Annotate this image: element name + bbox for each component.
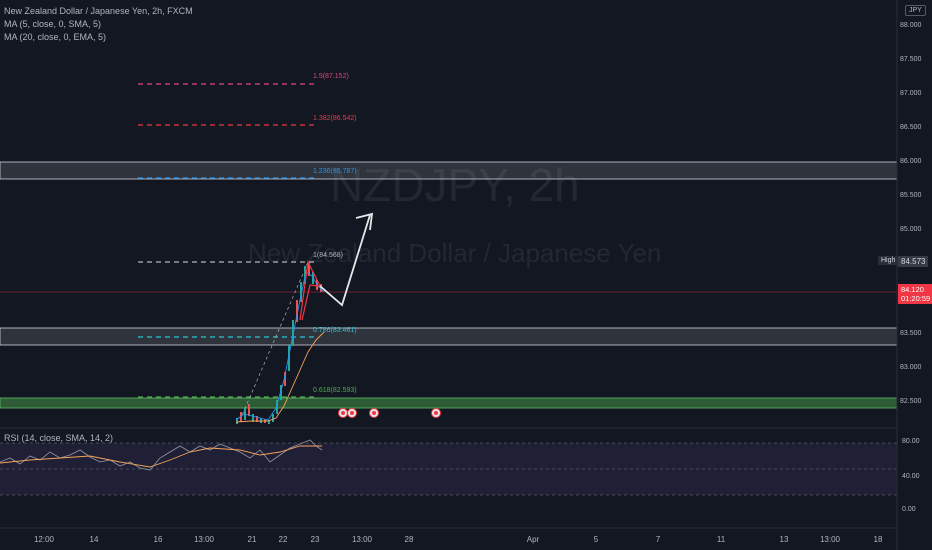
- time-axis-label: 14: [89, 535, 99, 544]
- candle: [284, 372, 286, 386]
- fib-label-1.5: 1.5(87.152): [313, 73, 349, 80]
- time-axis-label: 18: [873, 535, 883, 544]
- fib-label-0.786: 0.786(83.461): [313, 327, 357, 334]
- demand-zone: [0, 397, 898, 409]
- current-price-badge: 84.120 01:20:59: [898, 284, 932, 304]
- time-axis-label: 16: [153, 535, 163, 544]
- ma-5-legend[interactable]: MA (5, close, 0, SMA, 5): [4, 19, 102, 29]
- price-axis-label: 87.500: [900, 56, 922, 63]
- price-axis-label: 88.000: [900, 22, 922, 29]
- rsi-axis-label: 80.00: [902, 438, 920, 445]
- time-axis-label: 28: [404, 535, 414, 544]
- time-axis-label: 5: [593, 535, 599, 544]
- candle: [280, 385, 282, 400]
- ma-20-line: [235, 331, 325, 423]
- event-marker-icon[interactable]: [431, 408, 441, 418]
- candle: [276, 400, 278, 414]
- ma-5-line: [235, 271, 325, 421]
- fib-label-1: 1(84.568): [313, 252, 343, 259]
- candle: [268, 420, 270, 424]
- fib-trend-line: [239, 261, 309, 421]
- rsi-line: [0, 439, 323, 471]
- symbol-legend[interactable]: New Zealand Dollar / Japanese Yen, 2h, F…: [4, 6, 193, 16]
- rsi-axis-label: 0.00: [902, 506, 916, 513]
- event-marker-icon[interactable]: [347, 408, 357, 418]
- price-axis-label: 86.000: [900, 158, 922, 165]
- candle: [240, 412, 242, 422]
- current-price-value: 84.120: [901, 285, 924, 294]
- time-axis-label: 11: [716, 535, 726, 544]
- price-axis-label: 85.000: [900, 226, 922, 233]
- currency-button[interactable]: JPY: [905, 5, 926, 16]
- rsi-legend[interactable]: RSI (14, close, SMA, 14, 2): [4, 433, 114, 443]
- candle: [300, 282, 302, 302]
- candle: [236, 418, 238, 424]
- fib-label-1.236: 1.236(85.787): [313, 168, 357, 175]
- time-axis-label: 13:00: [819, 535, 841, 544]
- high-tag: High: [878, 256, 899, 265]
- candle: [308, 262, 310, 276]
- event-marker-icon[interactable]: [369, 408, 379, 418]
- price-axis-label: 85.500: [900, 192, 922, 199]
- price-axis-label: 83.500: [900, 330, 922, 337]
- price-axis-label: 83.000: [900, 364, 922, 371]
- time-axis-label: Apr: [526, 535, 540, 544]
- candle: [252, 414, 254, 422]
- fib-label-0.618: 0.618(82.593): [313, 387, 357, 394]
- candle: [260, 418, 262, 423]
- price-axis-label: 87.000: [900, 90, 922, 97]
- time-axis-label: 13:00: [193, 535, 215, 544]
- high-value: 84.573: [898, 256, 929, 267]
- forecast-arrow-head: [355, 212, 374, 231]
- candle: [248, 404, 250, 416]
- time-axis-label: 22: [278, 535, 288, 544]
- time-axis-label: 13: [779, 535, 789, 544]
- forecast-arrow: [319, 214, 371, 307]
- bar-countdown: 01:20:59: [901, 294, 931, 303]
- support-zone: [0, 327, 898, 346]
- time-axis-label: 12:00: [33, 535, 55, 544]
- price-axis-label: 82.500: [900, 398, 922, 405]
- candle: [256, 416, 258, 422]
- candle: [272, 414, 274, 422]
- rsi-band: [0, 443, 897, 495]
- time-axis-label: 21: [247, 535, 257, 544]
- price-axis-label: 86.500: [900, 124, 922, 131]
- time-axis-label: 23: [310, 535, 320, 544]
- candle: [296, 300, 298, 322]
- candle: [288, 345, 290, 371]
- time-axis-label: 13:00: [351, 535, 373, 544]
- resistance-zone: [0, 161, 898, 180]
- rsi-axis-label: 40.00: [902, 473, 920, 480]
- time-axis-label: 7: [655, 535, 661, 544]
- fib-label-1.382: 1.382(86.542): [313, 115, 357, 122]
- ma-20-legend[interactable]: MA (20, close, 0, EMA, 5): [4, 32, 107, 42]
- rsi-ma-line: [0, 445, 322, 468]
